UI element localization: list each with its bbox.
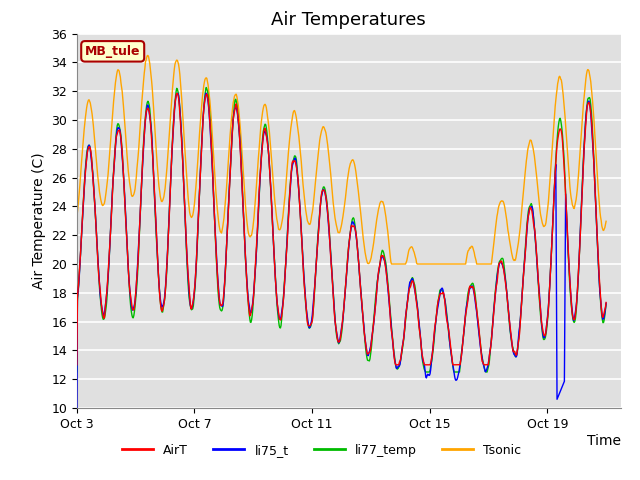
Title: Air Temperatures: Air Temperatures — [271, 11, 426, 29]
Text: MB_tule: MB_tule — [85, 45, 140, 58]
Text: Time: Time — [587, 434, 621, 448]
Legend: AirT, li75_t, li77_temp, Tsonic: AirT, li75_t, li77_temp, Tsonic — [117, 439, 526, 462]
Y-axis label: Air Temperature (C): Air Temperature (C) — [31, 153, 45, 289]
